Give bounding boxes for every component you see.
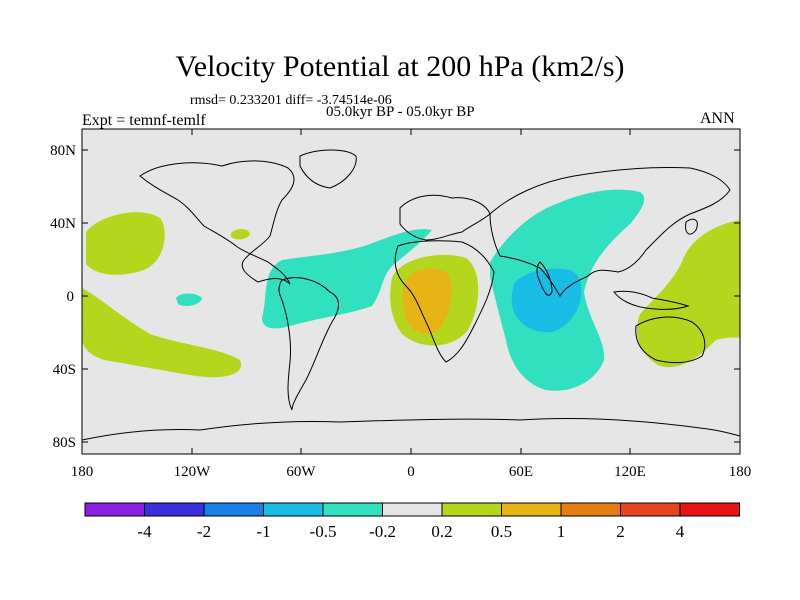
colorbar-labels: -4 -2 -1 -0.5 -0.2 0.2 0.5 1 2 4	[137, 522, 684, 541]
x-label-120e: 120E	[614, 464, 646, 480]
y-label-80s: 80S	[53, 435, 76, 451]
colorbar	[84, 502, 740, 517]
colorbar-box-2	[144, 502, 205, 517]
season-label: ANN	[700, 110, 735, 127]
colorbar-label-2: -2	[197, 522, 211, 541]
coast-japan	[685, 218, 698, 235]
colorbar-label-5: -0.2	[369, 522, 396, 541]
coast-india	[536, 261, 553, 296]
colorbar-label-6: 0.2	[431, 522, 452, 541]
coast-europe	[399, 194, 491, 241]
contour-pos-central-pacific	[86, 212, 165, 275]
colorbar-box-1	[84, 502, 145, 517]
coast-australia	[635, 316, 706, 364]
colorbar-box-8	[501, 502, 562, 517]
contour-neg-atlantic	[262, 229, 432, 329]
coast-africa	[394, 240, 495, 363]
contour-fill	[82, 149, 740, 441]
coast-north-america	[139, 160, 295, 285]
y-label-40n: 40N	[50, 216, 76, 232]
colorbar-box-11	[679, 502, 740, 517]
coastlines	[82, 149, 740, 441]
contour-pos-south-pacific	[82, 288, 242, 378]
colorbar-label-9: 2	[616, 522, 625, 541]
y-ticks	[82, 149, 740, 443]
x-label-120w: 120W	[174, 464, 212, 480]
experiment-label: Expt = temnf-temlf	[82, 112, 206, 129]
coast-antarctica	[82, 417, 740, 441]
colorbar-box-3	[203, 502, 264, 517]
x-label-0: 0	[407, 464, 415, 480]
x-label-60e: 60E	[509, 464, 533, 480]
coast-greenland	[299, 149, 357, 189]
contour-neg-small-pacific	[176, 293, 202, 306]
plot-title: Velocity Potential at 200 hPa (km2/s)	[175, 50, 625, 83]
colorbar-box-4	[263, 502, 324, 517]
x-label-180e: 180	[729, 464, 752, 480]
stats-line: rmsd= 0.233201 diff= -3.74514e-06	[190, 93, 392, 108]
colorbar-label-1: -4	[137, 522, 152, 541]
x-label-180w: 180	[71, 464, 94, 480]
colorbar-label-7: 0.5	[491, 522, 512, 541]
colorbar-label-10: 4	[676, 522, 685, 541]
colorbar-label-8: 1	[557, 522, 566, 541]
colorbar-box-6	[382, 502, 443, 517]
contour-pos-west-pacific	[636, 220, 740, 368]
colorbar-label-4: -0.5	[310, 522, 337, 541]
contour-pos-small-gulf	[231, 228, 250, 240]
colorbar-box-10	[620, 502, 681, 517]
x-label-60w: 60W	[286, 464, 316, 480]
contour-neg-indian-core	[511, 268, 582, 333]
y-label-40s: 40S	[53, 362, 76, 378]
colorbar-box-9	[560, 502, 621, 517]
colorbar-label-3: -1	[256, 522, 270, 541]
coast-asia	[489, 166, 731, 297]
contour-pos-africa-core	[402, 268, 452, 334]
coast-south-america	[278, 277, 339, 411]
y-axis-labels: 80N 40N 0 40S 80S	[50, 143, 76, 451]
y-label-0: 0	[67, 289, 75, 305]
y-label-80n: 80N	[50, 143, 76, 159]
x-axis-labels: 180 120W 60W 0 60E 120E 180	[71, 464, 752, 480]
x-ticks	[81, 129, 741, 454]
coast-maritime-continent	[613, 290, 690, 310]
colorbar-box-7	[441, 502, 502, 517]
period-label: 05.0kyr BP - 05.0kyr BP	[326, 104, 475, 120]
colorbar-box-5	[322, 502, 383, 517]
